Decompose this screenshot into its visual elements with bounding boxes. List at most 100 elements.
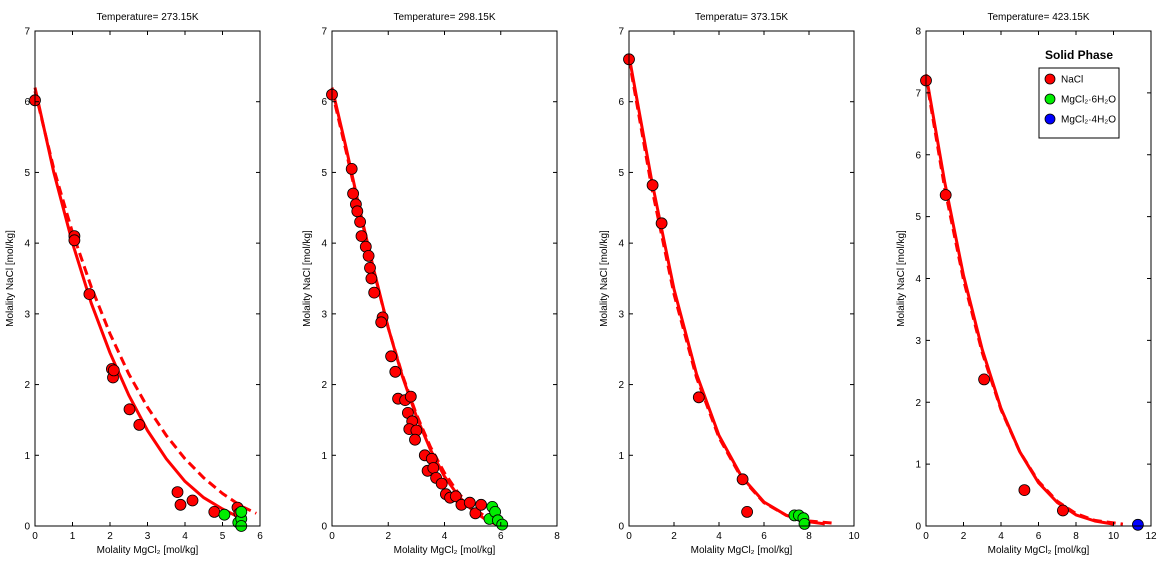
data-point-nacl: [449, 490, 462, 503]
chart-title: Temperature= 423.15K: [987, 12, 1089, 23]
y-tick-label: 4: [915, 274, 921, 285]
chart-panel-1: Temperature= 273.15K 0 1 2 3 4 5 6 0 1 2 3 4 5 6 7 Molal…: [5, 12, 263, 556]
y-axis-label: Molality NaCl [mol/kg]: [896, 230, 907, 327]
x-tick-label: 6: [498, 531, 504, 542]
y-tick-label: 5: [618, 168, 624, 179]
y-tick-label: 7: [24, 27, 30, 38]
data-point-nacl: [345, 162, 358, 175]
data-point-mgcl2-6h2o: [218, 508, 231, 521]
chart-panel-2: Temperature= 298.15K 0 2 4 6 8 0 1 2 3 4 5 6 7 Molalit…: [302, 12, 560, 556]
x-tick-label: 4: [716, 531, 722, 542]
data-point-nacl: [107, 364, 120, 377]
x-tick-label: 6: [257, 531, 263, 542]
x-tick-label: 10: [1108, 531, 1120, 542]
y-tick-label: 0: [915, 522, 921, 533]
data-point-nacl: [1018, 484, 1031, 497]
y-tick-label: 0: [321, 522, 327, 533]
y-axis-label: Molality NaCl [mol/kg]: [599, 230, 610, 327]
y-axis-label: Molality NaCl [mol/kg]: [5, 230, 16, 327]
data-point-nacl: [736, 473, 749, 486]
data-point-nacl: [655, 217, 668, 230]
y-tick-label: 2: [915, 398, 921, 409]
legend-entry: NaCl: [1061, 75, 1083, 86]
x-tick-label: 8: [554, 531, 560, 542]
x-tick-label: 0: [626, 531, 632, 542]
x-axis-label: Molality MgCl₂ [mol/kg]: [97, 545, 199, 556]
x-axis-label: Molality MgCl₂ [mol/kg]: [988, 545, 1090, 556]
data-point-nacl: [978, 373, 990, 386]
data-point-nacl: [475, 498, 488, 511]
y-tick-label: 1: [915, 460, 921, 471]
chart-panel-3: Temperatu= 373.15K 0 2 4 6 8 10 0 1 2 3 4 5 6 7 Molalit…: [599, 12, 860, 556]
model-line-dashed: [924, 77, 1124, 526]
y-tick-label: 3: [915, 336, 921, 347]
x-axis-label: Molality MgCl₂ [mol/kg]: [691, 545, 793, 556]
y-tick-label: 3: [618, 309, 624, 320]
chart-title: Temperature= 273.15K: [96, 12, 198, 23]
y-tick-label: 7: [915, 88, 921, 99]
y-tick-label: 2: [321, 380, 327, 391]
data-point-mgcl2-6h2o: [496, 518, 509, 531]
x-tick-label: 2: [671, 531, 677, 542]
y-tick-label: 5: [24, 168, 30, 179]
model-line-solid: [330, 87, 496, 526]
data-point-nacl: [355, 230, 368, 243]
data-point-nacl: [427, 462, 440, 474]
legend-entry: MgCl₂·6H₂O: [1061, 95, 1116, 106]
y-tick-label: 0: [24, 522, 30, 533]
axes-box: [34, 30, 261, 527]
model-line-solid: [924, 74, 1114, 526]
x-tick-label: 4: [182, 531, 188, 542]
x-tick-label: 2: [961, 531, 967, 542]
x-tick-label: 6: [1036, 531, 1042, 542]
y-tick-label: 8: [915, 27, 921, 38]
legend-marker-nacl: [1044, 73, 1056, 85]
data-point-mgcl2-4h2o: [1132, 518, 1144, 531]
x-tick-label: 5: [220, 531, 226, 542]
x-tick-label: 4: [442, 531, 448, 542]
y-tick-label: 3: [24, 309, 30, 320]
data-point-nacl: [351, 205, 364, 218]
y-tick-label: 4: [321, 239, 327, 250]
y-tick-label: 2: [618, 380, 624, 391]
chart-title: Temperatu= 373.15K: [695, 12, 788, 23]
x-tick-label: 0: [329, 531, 335, 542]
x-axis-label: Molality MgCl₂ [mol/kg]: [394, 545, 496, 556]
y-tick-label: 7: [618, 27, 624, 38]
data-point-nacl: [174, 498, 187, 511]
y-tick-label: 7: [321, 27, 327, 38]
data-point-nacl: [1057, 504, 1069, 517]
data-point-nacl: [389, 365, 402, 378]
data-point-nacl: [435, 477, 448, 490]
y-tick-label: 1: [618, 451, 624, 462]
data-point-nacl: [692, 391, 705, 404]
x-tick-label: 12: [1145, 531, 1157, 542]
data-point-nacl: [208, 505, 221, 518]
model-line-dashed: [330, 90, 499, 524]
data-point-nacl: [171, 486, 184, 499]
legend-title: Solid Phase: [1045, 48, 1113, 62]
axes-box: [628, 30, 855, 527]
data-point-nacl: [409, 433, 421, 446]
x-tick-label: 8: [806, 531, 812, 542]
y-tick-label: 3: [321, 309, 327, 320]
data-point-mgcl2-6h2o: [235, 505, 248, 518]
y-tick-label: 5: [915, 212, 921, 223]
data-point-nacl: [741, 505, 753, 518]
x-tick-label: 0: [32, 531, 38, 542]
x-tick-label: 2: [107, 531, 113, 542]
data-point-nacl: [364, 261, 376, 274]
chart-title: Temperature= 298.15K: [393, 12, 495, 23]
x-tick-label: 3: [145, 531, 151, 542]
data-point-mgcl2-6h2o: [798, 518, 811, 530]
y-tick-label: 6: [915, 150, 921, 161]
x-tick-label: 4: [998, 531, 1004, 542]
data-point-nacl: [362, 249, 375, 262]
x-tick-label: 1: [70, 531, 76, 542]
y-tick-label: 6: [618, 97, 624, 108]
x-tick-label: 0: [923, 531, 929, 542]
data-point-nacl: [375, 316, 388, 329]
y-tick-label: 6: [24, 97, 30, 108]
y-tick-label: 1: [24, 451, 30, 462]
y-tick-label: 4: [24, 239, 30, 250]
